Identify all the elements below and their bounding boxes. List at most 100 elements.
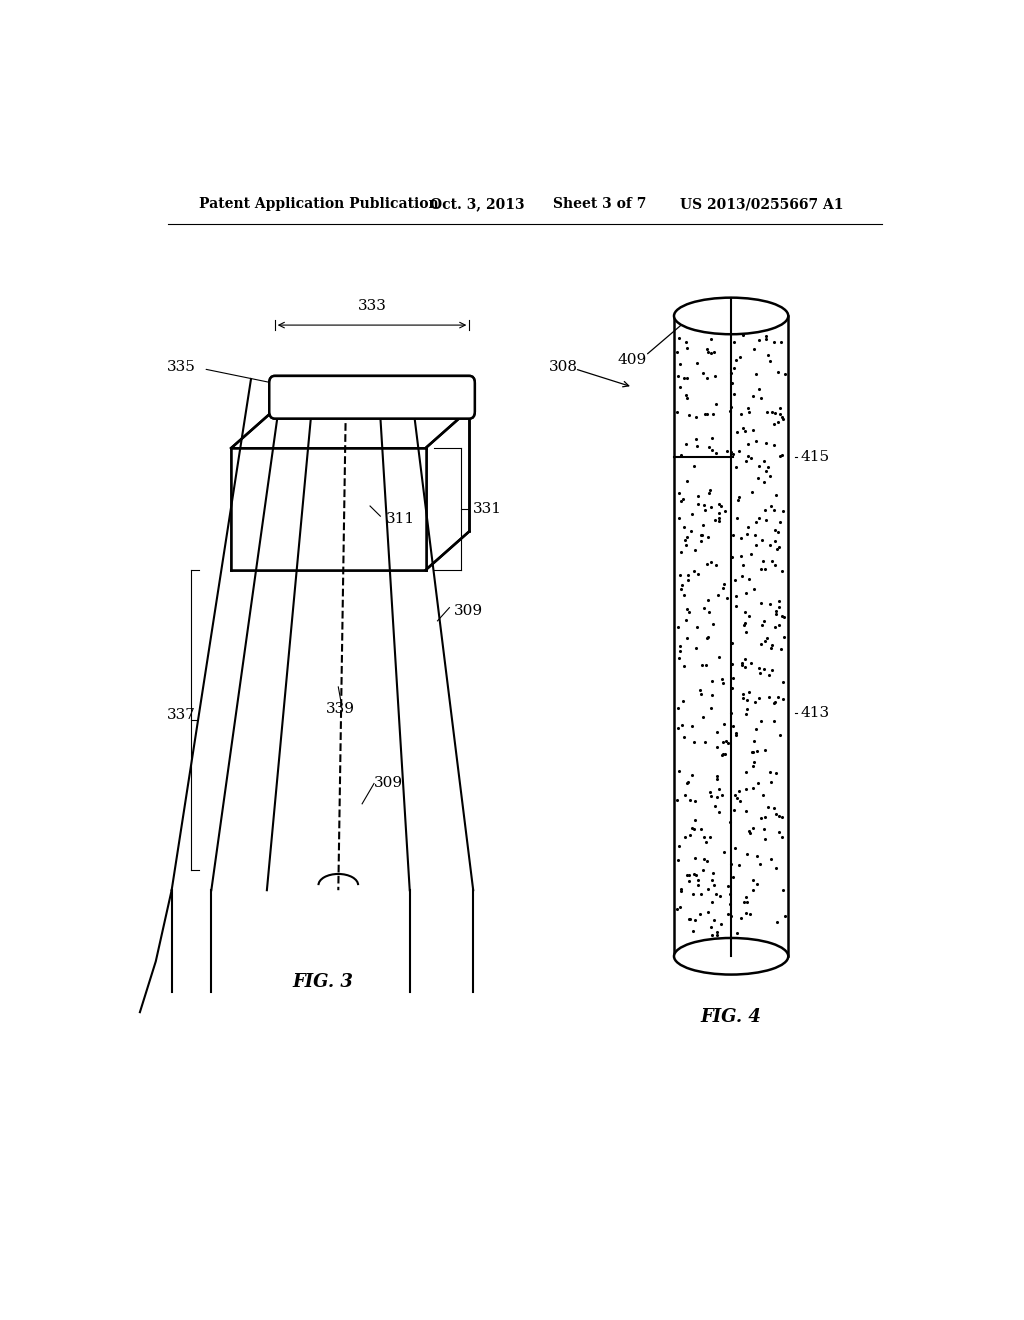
Point [740, 821, 757, 842]
Point [775, 688, 792, 709]
Point [753, 807, 769, 828]
Point [709, 737, 725, 758]
Point [679, 525, 695, 546]
Point [709, 768, 725, 789]
Point [700, 626, 717, 647]
Point [699, 902, 716, 923]
Point [724, 677, 740, 698]
Point [725, 444, 741, 465]
Point [768, 484, 784, 506]
Point [696, 499, 713, 520]
Point [722, 883, 738, 904]
Point [699, 850, 716, 871]
Point [763, 495, 779, 516]
Point [733, 404, 750, 425]
Point [689, 869, 706, 890]
Point [681, 865, 697, 886]
Point [688, 436, 705, 457]
Point [739, 698, 756, 719]
Point [771, 536, 787, 557]
Point [765, 797, 781, 818]
Point [741, 904, 758, 925]
Point [767, 857, 783, 878]
Point [706, 909, 722, 931]
Point [737, 656, 754, 677]
Point [686, 863, 702, 884]
Point [684, 764, 700, 785]
Point [711, 801, 727, 822]
Point [681, 825, 697, 846]
Point [708, 884, 724, 906]
Point [729, 421, 745, 442]
Point [680, 570, 696, 591]
Point [693, 818, 710, 840]
Point [757, 739, 773, 760]
Point [738, 891, 755, 912]
Point [701, 826, 718, 847]
Point [672, 896, 688, 917]
Point [677, 784, 693, 805]
Point [735, 417, 752, 438]
Text: 339: 339 [327, 702, 355, 717]
Point [688, 616, 705, 638]
Point [713, 495, 729, 516]
Point [696, 404, 713, 425]
Point [705, 684, 721, 705]
Point [724, 546, 740, 568]
Point [680, 772, 696, 793]
Point [756, 818, 772, 840]
Point [774, 606, 791, 627]
Point [732, 528, 749, 549]
Point [743, 742, 760, 763]
Text: 413: 413 [801, 706, 830, 719]
Point [752, 663, 768, 684]
FancyBboxPatch shape [231, 447, 426, 570]
Point [703, 698, 720, 719]
Text: Oct. 3, 2013: Oct. 3, 2013 [430, 197, 524, 211]
Point [669, 401, 685, 422]
Point [752, 854, 768, 875]
Point [714, 785, 730, 807]
Point [715, 673, 731, 694]
Point [708, 510, 724, 531]
Point [699, 338, 716, 359]
Point [745, 339, 762, 360]
Point [762, 351, 778, 372]
Point [673, 445, 689, 466]
Point [745, 751, 762, 772]
Point [774, 879, 791, 900]
Point [760, 796, 776, 817]
Point [717, 500, 733, 521]
Point [735, 891, 752, 912]
Point [748, 511, 764, 532]
Point [762, 762, 778, 783]
Point [695, 598, 712, 619]
Point [715, 743, 731, 764]
Point [687, 809, 703, 830]
Point [753, 387, 769, 408]
Text: 409: 409 [617, 352, 646, 367]
Point [698, 403, 715, 424]
Point [751, 379, 767, 400]
Point [731, 791, 748, 812]
Point [745, 742, 762, 763]
Point [672, 376, 688, 397]
Point [754, 615, 770, 636]
Point [736, 420, 753, 441]
Point [773, 331, 790, 352]
Point [700, 602, 717, 623]
Point [766, 499, 782, 520]
Point [724, 653, 740, 675]
Point [697, 731, 714, 752]
Point [690, 494, 707, 515]
Text: 309: 309 [454, 603, 482, 618]
Point [697, 655, 714, 676]
Point [725, 668, 741, 689]
Point [671, 760, 687, 781]
Point [749, 718, 765, 739]
Point [725, 866, 741, 887]
Point [672, 635, 688, 656]
Point [678, 627, 694, 648]
Point [679, 388, 695, 409]
Point [740, 569, 757, 590]
